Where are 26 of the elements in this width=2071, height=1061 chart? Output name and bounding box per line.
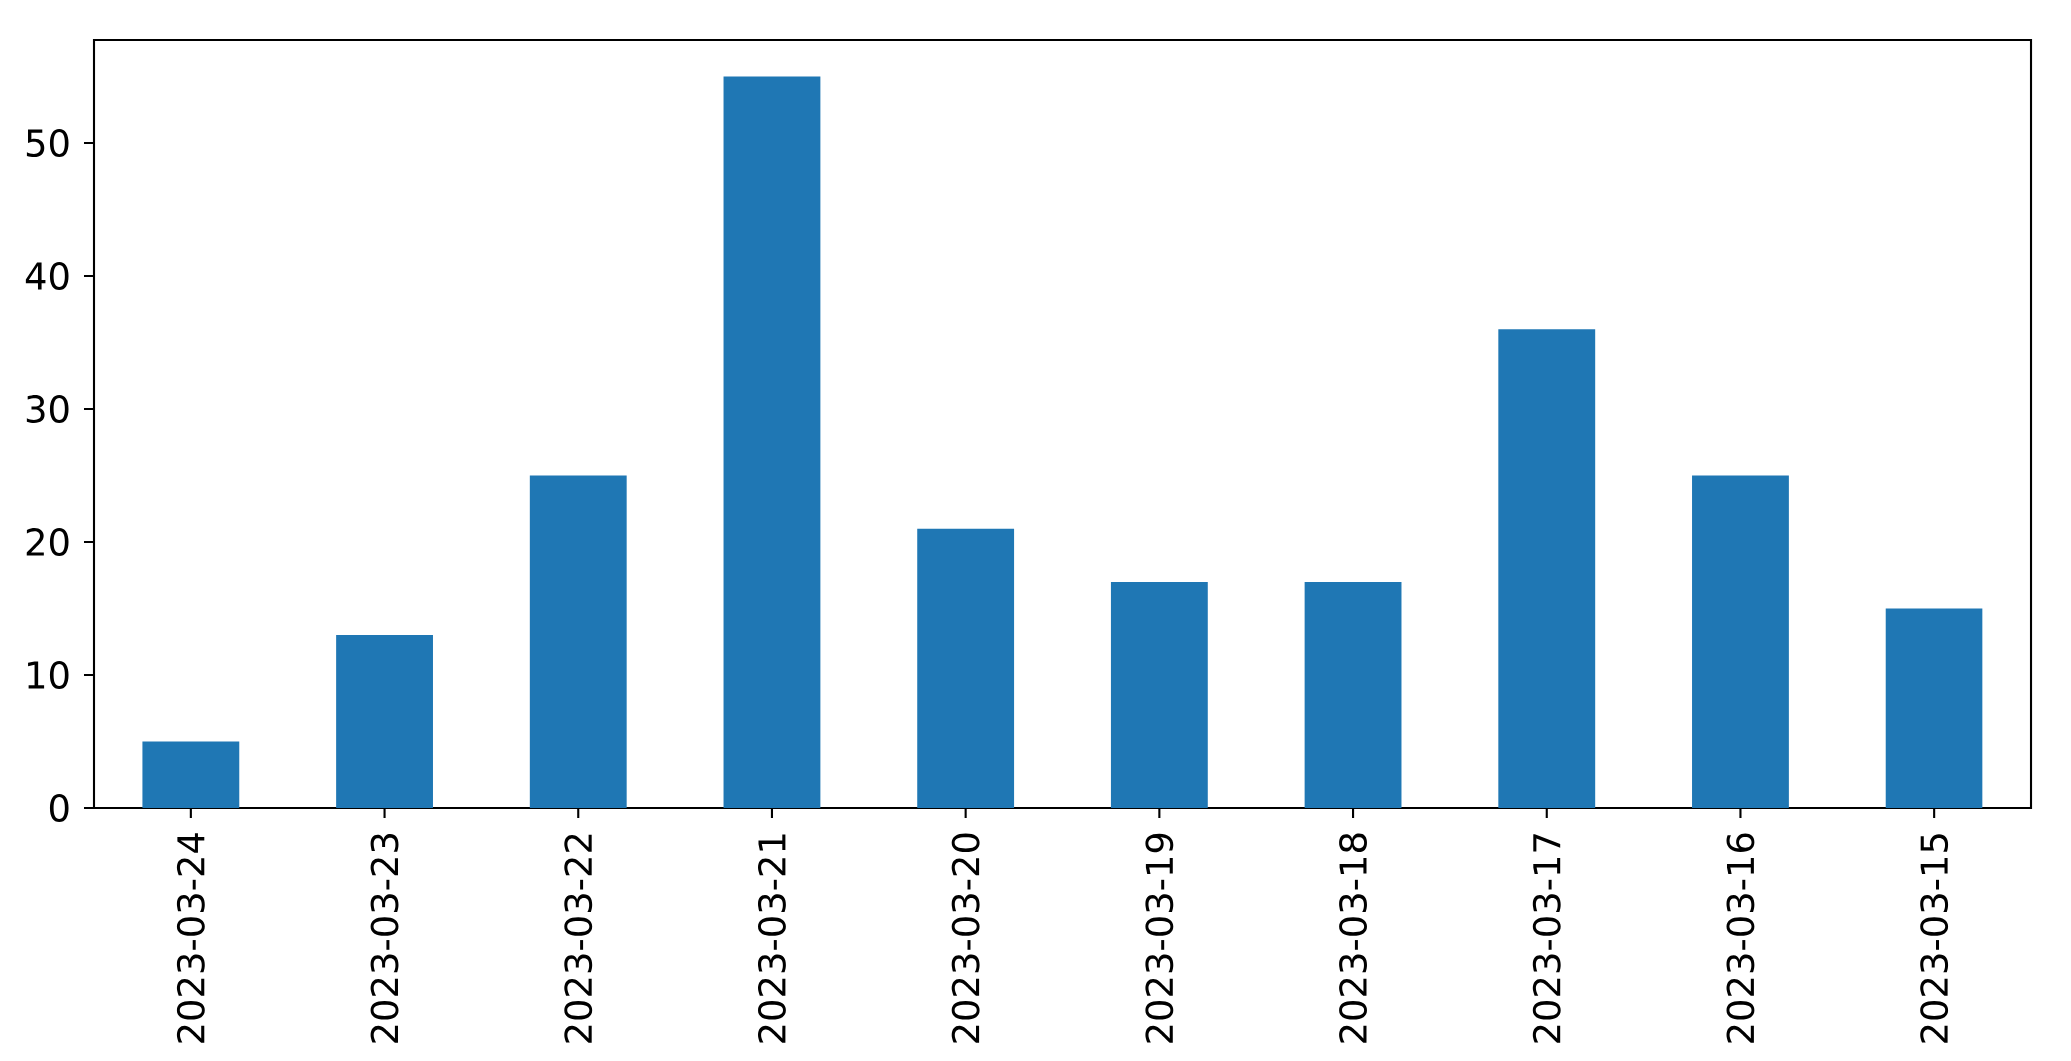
x-tick-label: 2023-03-19 <box>1145 833 1174 1043</box>
bar <box>723 76 821 808</box>
bar <box>917 528 1015 808</box>
bar <box>142 741 240 808</box>
y-tick-label: 50 <box>26 129 69 157</box>
x-tick-label: 2023-03-21 <box>758 834 786 1043</box>
x-tick-label: 2023-03-15 <box>1920 834 1949 1043</box>
bar <box>1692 475 1789 808</box>
bar <box>1110 581 1208 808</box>
bar <box>1304 581 1402 808</box>
x-tick-label: 2023-03-18 <box>1339 833 1367 1043</box>
y-tick-label: 40 <box>25 262 69 290</box>
bar <box>529 475 627 808</box>
bar <box>1498 329 1596 808</box>
x-tick-label: 2023-03-22 <box>564 834 593 1043</box>
x-tick-label: 2023-03-23 <box>370 834 399 1043</box>
y-tick-label: 10 <box>28 661 69 689</box>
y-tick-label: 30 <box>26 395 69 423</box>
bar <box>1885 608 1983 808</box>
x-tick-label: 2023-03-17 <box>1532 834 1561 1043</box>
x-tick-label: 2023-03-20 <box>951 833 980 1043</box>
y-tick-label: 0 <box>49 794 69 822</box>
x-tick-label: 2023-03-16 <box>1726 833 1755 1043</box>
x-tick-label: 2023-03-24 <box>176 833 205 1043</box>
bar <box>336 635 433 808</box>
y-tick-label: 20 <box>26 528 69 556</box>
